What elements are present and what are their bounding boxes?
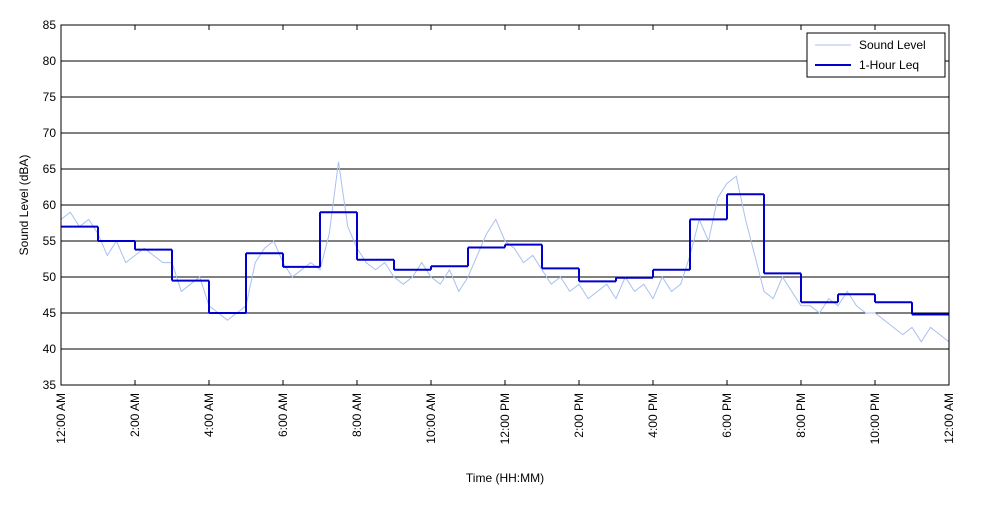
y-tick-label: 40: [43, 342, 57, 356]
y-axis-label: Sound Level (dBA): [17, 155, 31, 256]
x-tick-label: 4:00 PM: [646, 393, 660, 438]
x-tick-label: 4:00 AM: [202, 393, 216, 437]
y-tick-label: 45: [43, 306, 57, 320]
x-tick-label: 10:00 PM: [868, 393, 882, 444]
x-tick-label: 2:00 PM: [572, 393, 586, 438]
x-axis-label: Time (HH:MM): [466, 471, 544, 485]
legend-label: 1-Hour Leq: [859, 58, 919, 72]
y-tick-label: 55: [43, 234, 57, 248]
y-tick-label: 80: [43, 54, 57, 68]
x-tick-label: 8:00 PM: [794, 393, 808, 438]
y-tick-label: 85: [43, 18, 57, 32]
y-tick-label: 70: [43, 126, 57, 140]
y-tick-label: 65: [43, 162, 57, 176]
y-tick-label: 35: [43, 378, 57, 392]
plot-frame: [60, 24, 950, 386]
legend-label: Sound Level: [859, 38, 926, 52]
x-tick-label: 12:00 AM: [942, 393, 956, 444]
x-tick-label: 8:00 AM: [350, 393, 364, 437]
y-tick-label: 60: [43, 198, 57, 212]
x-tick-label: 10:00 AM: [424, 393, 438, 444]
legend-box: [806, 32, 946, 78]
x-tick-label: 6:00 AM: [276, 393, 290, 437]
y-tick-label: 75: [43, 90, 57, 104]
x-tick-label: 12:00 PM: [498, 393, 512, 444]
y-tick-label: 50: [43, 270, 57, 284]
x-tick-label: 6:00 PM: [720, 393, 734, 438]
x-tick-label: 12:00 AM: [54, 393, 68, 444]
x-tick-label: 2:00 AM: [128, 393, 142, 437]
